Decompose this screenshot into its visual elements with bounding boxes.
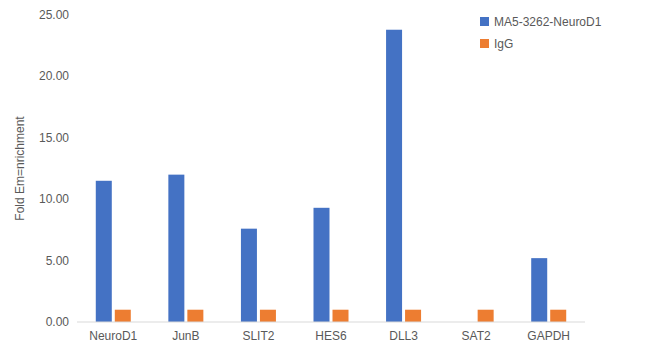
bar <box>241 229 257 322</box>
x-tick-label: DLL3 <box>389 329 418 343</box>
y-tick-label: 0.00 <box>46 315 70 329</box>
x-axis-line <box>77 322 585 323</box>
bar <box>550 310 566 322</box>
bar <box>386 30 402 322</box>
x-tick-label: GAPDH <box>527 329 570 343</box>
bar <box>531 258 547 322</box>
bar <box>168 175 184 322</box>
x-tick-label: NeuroD1 <box>89 329 137 343</box>
bar <box>260 310 276 322</box>
y-axis-label: Fold Em=nrichment <box>13 116 27 221</box>
bar <box>115 310 131 322</box>
chart-container: 0.00 5.00 10.00 15.00 20.00 25.00 Fold Em=nric… <box>0 0 650 357</box>
legend-swatch <box>480 39 489 48</box>
bars <box>96 30 566 322</box>
bar <box>314 208 330 322</box>
y-tick-label: 20.00 <box>39 69 69 83</box>
y-tick-label: 15.00 <box>39 131 69 145</box>
x-tick-label: SAT2 <box>462 329 491 343</box>
y-tick-label: 5.00 <box>46 254 70 268</box>
legend-label: IgG <box>494 37 513 51</box>
x-tick-label: SLIT2 <box>242 329 274 343</box>
legend-swatch <box>480 17 489 26</box>
x-tick-label: HES6 <box>315 329 347 343</box>
y-tick-label: 25.00 <box>39 8 69 22</box>
legend-label: MA5-3262-NeuroD1 <box>494 15 602 29</box>
bar <box>478 310 494 322</box>
bar <box>187 310 203 322</box>
y-tick-label: 10.00 <box>39 192 69 206</box>
bar <box>333 310 349 322</box>
x-tick-label: JunB <box>172 329 199 343</box>
chart-svg: 0.00 5.00 10.00 15.00 20.00 25.00 Fold Em=nric… <box>0 0 650 357</box>
bar <box>405 310 421 322</box>
bar <box>96 181 112 322</box>
